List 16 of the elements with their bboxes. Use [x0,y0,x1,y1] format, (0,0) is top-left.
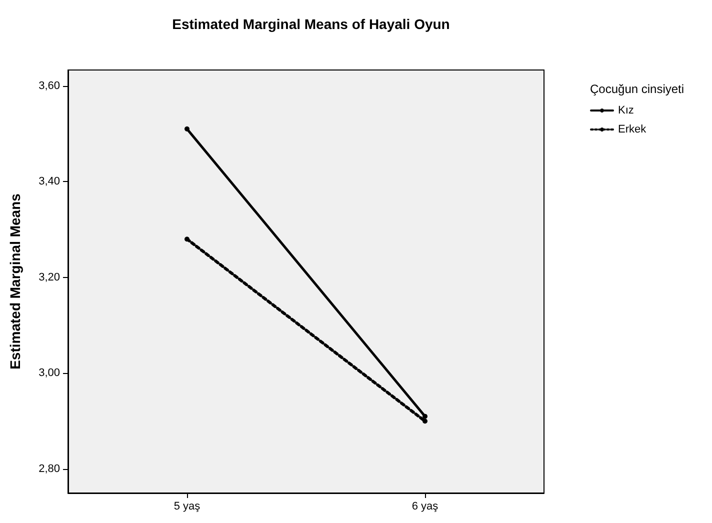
y-tick-label: 3,00 [38,367,60,380]
y-tick-label: 3,20 [38,271,60,284]
point [184,236,190,242]
y-tick-label: 2,80 [38,463,60,476]
x-tick-label: 6 yaş [412,500,439,512]
point [422,414,428,419]
y-tick-label: 3,40 [38,176,60,188]
point [422,418,428,424]
legend-title: Çocuğun cinsiyeti [590,82,684,96]
chart-title: Estimated Marginal Means of Hayali Oyun [172,16,450,32]
legend-label: Erkek [618,124,647,136]
legend-label: Kız [618,104,634,116]
point [184,126,190,132]
x-tick-label: 5 yaş [174,500,201,512]
y-axis-title: Estimated Marginal Means [7,193,23,370]
y-tick-label: 3,60 [38,80,60,92]
